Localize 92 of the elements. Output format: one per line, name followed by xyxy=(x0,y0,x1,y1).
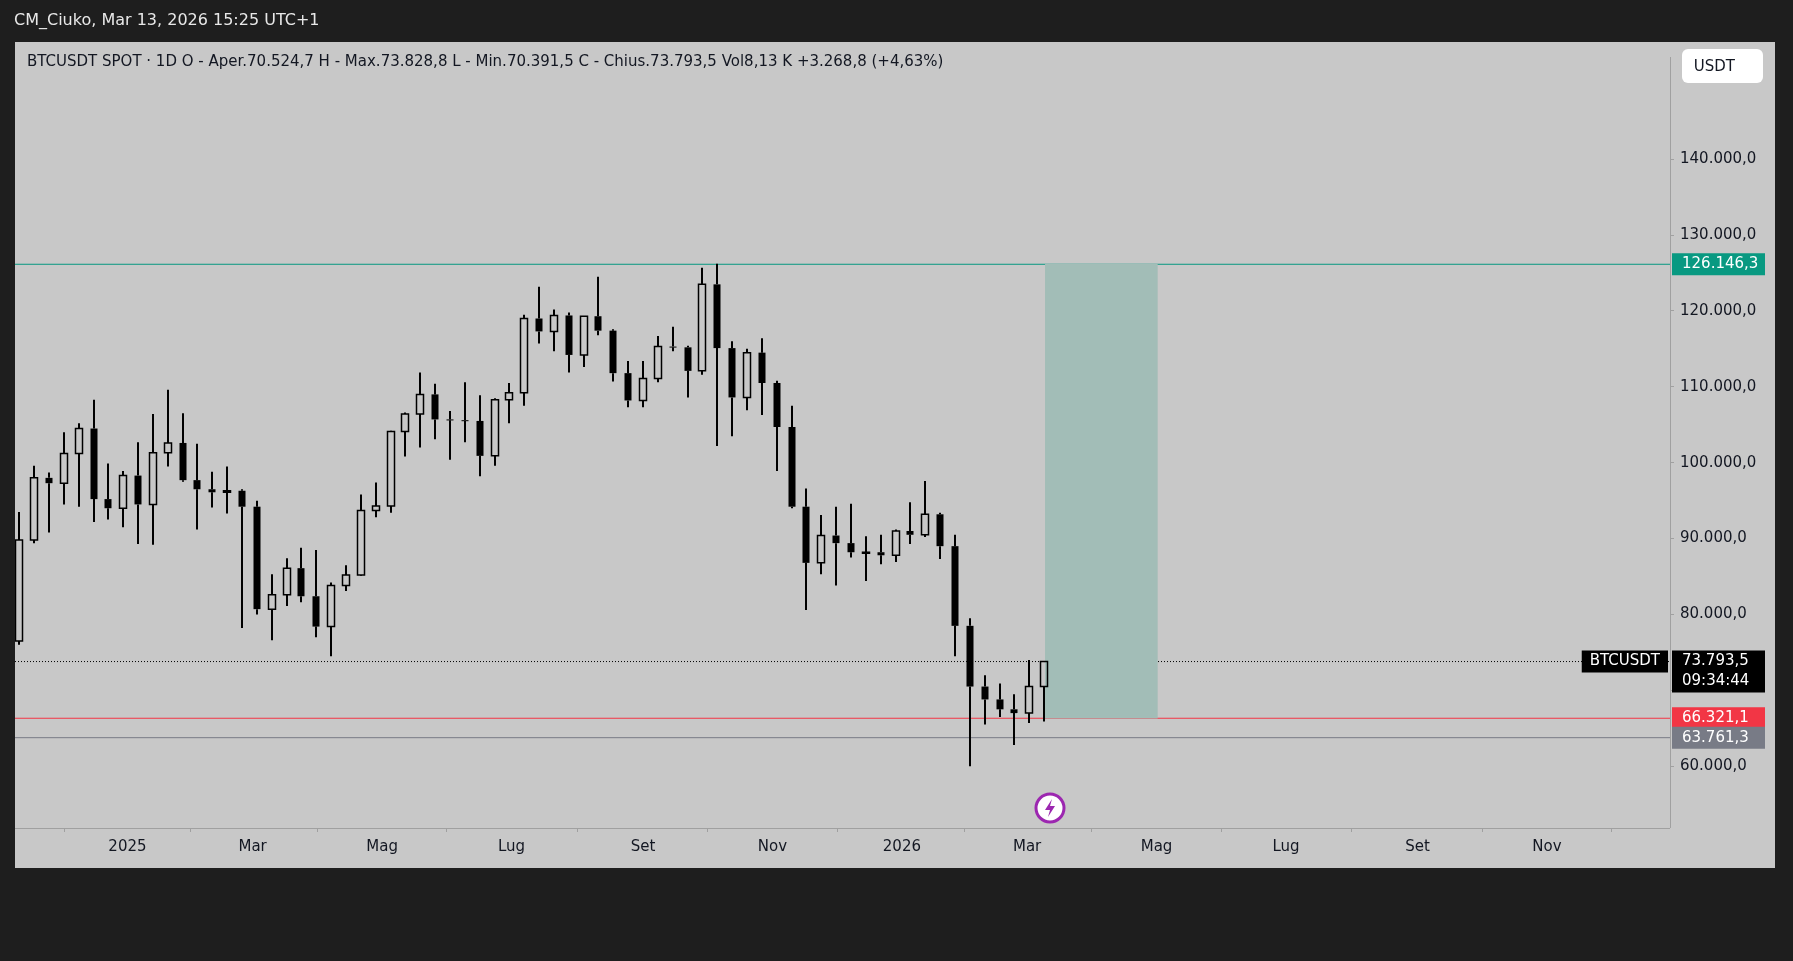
y-tick-label: 60.000,0 xyxy=(1680,756,1747,775)
ref-line-label: 66.321,1 xyxy=(1682,708,1749,727)
candlestick xyxy=(535,285,543,345)
ref-line-label: 63.761,3 xyxy=(1682,727,1749,746)
candlestick xyxy=(549,308,559,353)
x-tick-label: Set xyxy=(1405,836,1430,855)
candlestick xyxy=(519,313,529,407)
candlestick xyxy=(341,564,351,592)
candlestick xyxy=(400,411,410,458)
candlestick xyxy=(713,262,721,447)
candlestick xyxy=(936,511,944,561)
candlestick xyxy=(920,479,930,539)
candlestick xyxy=(877,533,885,566)
x-tick-label: Set xyxy=(630,836,656,855)
x-tick-label: Nov xyxy=(1532,836,1562,855)
candlestick xyxy=(134,441,142,545)
annotation: BTCUSDT xyxy=(1589,651,1661,670)
candlestick xyxy=(742,347,752,412)
candlestick xyxy=(579,315,589,369)
x-tick-label: Nov xyxy=(757,836,788,855)
candlestick xyxy=(222,465,232,515)
candlestick xyxy=(788,404,796,510)
candlestick xyxy=(45,471,53,534)
candlestick xyxy=(193,442,201,531)
candlestick xyxy=(326,581,336,658)
x-tick-label: Mar xyxy=(238,836,268,855)
y-tick-label: 120.000,0 xyxy=(1680,300,1757,319)
candlestick xyxy=(669,325,677,353)
candlestick xyxy=(832,505,840,587)
candlestick xyxy=(816,514,826,576)
x-tick-label: 2026 xyxy=(882,836,921,855)
candlestick xyxy=(476,394,484,478)
candlestick xyxy=(996,682,1004,718)
candlestick xyxy=(728,340,736,438)
candlestick xyxy=(431,382,439,441)
chart-subtitle: CM_Ciuko, Mar 13, 2026 15:25 UTC+1 xyxy=(14,10,320,29)
candlestick xyxy=(297,546,305,604)
candlestick xyxy=(312,548,320,639)
candlestick xyxy=(208,470,216,509)
candlestick xyxy=(163,388,173,468)
candlestick xyxy=(684,344,692,399)
candlestick xyxy=(697,266,707,376)
candlestick xyxy=(653,334,663,384)
candlestick xyxy=(847,502,855,559)
x-tick-label: Mag xyxy=(1140,836,1173,855)
candlestick xyxy=(415,371,425,449)
x-tick-label: 2025 xyxy=(108,836,147,855)
candlestick xyxy=(906,501,914,545)
candlestick xyxy=(253,499,261,616)
candlestick xyxy=(74,422,84,508)
candlestick xyxy=(118,470,128,529)
candlestick xyxy=(282,557,292,608)
candlestick xyxy=(179,412,187,483)
candlestick xyxy=(861,535,871,583)
candlestick xyxy=(148,413,158,546)
text: USDT xyxy=(1681,49,1763,83)
candlestick xyxy=(446,410,454,461)
candlestick xyxy=(594,275,602,337)
x-tick-label: Lug xyxy=(497,836,526,855)
ref-line-label: 73.793,5 xyxy=(1682,651,1749,670)
candlestick xyxy=(356,493,366,576)
x-tick-label: Mag xyxy=(366,836,398,855)
y-tick-label: 100.000,0 xyxy=(1680,452,1757,471)
candlestick xyxy=(238,488,246,630)
candlestick xyxy=(371,481,381,519)
candlestick xyxy=(951,533,959,658)
y-tick-label: 90.000,0 xyxy=(1680,528,1747,547)
chart-title: BTCUSDT SPOT · 1D O - Aper.70.524,7 H - Max.73.828,8 L - Min.70.391,5 C - Chius.73.793,5 Vol8,13 K +3.268,8 (+4,63%) xyxy=(27,52,944,70)
candlestick xyxy=(267,573,277,642)
candlestick xyxy=(565,311,573,374)
candlestick xyxy=(609,328,617,383)
candlestick xyxy=(104,462,112,521)
candlestick xyxy=(461,381,469,444)
candlestick xyxy=(638,360,648,409)
candlestick xyxy=(802,487,810,611)
candlestick xyxy=(981,674,989,726)
ref-line-label: 126.146,3 xyxy=(1682,254,1759,273)
y-tick-label: 80.000,0 xyxy=(1680,604,1747,623)
candlestick xyxy=(504,382,514,425)
y-tick-label: 110.000,0 xyxy=(1680,376,1757,395)
candlestick xyxy=(624,360,632,409)
x-tick-label: Mar xyxy=(1012,836,1043,855)
y-tick-label: 130.000,0 xyxy=(1680,224,1757,243)
text: 09:34:44 xyxy=(1682,671,1750,690)
candlestick xyxy=(1010,693,1018,746)
candlestick xyxy=(773,379,781,473)
x-tick-label: Lug xyxy=(1272,836,1300,855)
candlestick xyxy=(90,398,98,523)
candlestick xyxy=(758,337,766,416)
candlestick xyxy=(59,431,69,506)
candlestick xyxy=(15,511,24,646)
y-tick-label: 140.000,0 xyxy=(1680,149,1757,168)
